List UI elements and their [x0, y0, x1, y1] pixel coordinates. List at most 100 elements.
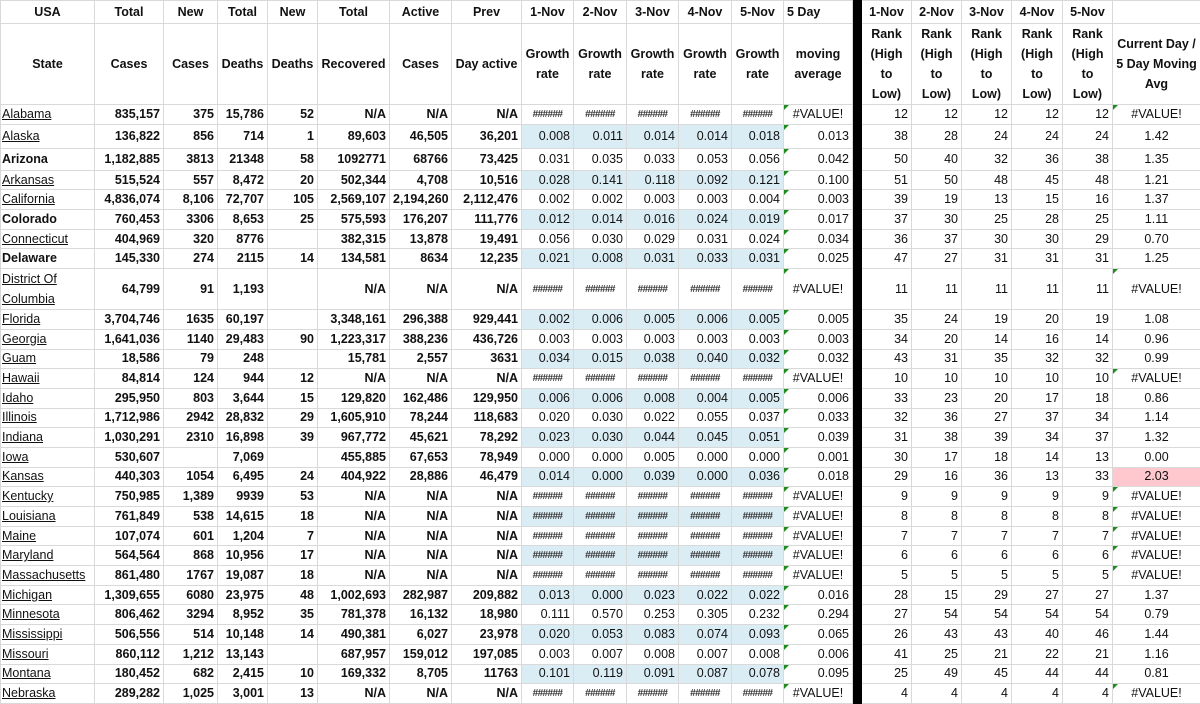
- new-deaths-cell[interactable]: 10: [268, 664, 318, 684]
- moving-average-cell[interactable]: 0.006: [784, 644, 853, 664]
- growth-rate-cell[interactable]: ######: [732, 546, 784, 566]
- moving-average-cell[interactable]: 0.016: [784, 585, 853, 605]
- column-header-cell[interactable]: State: [1, 24, 95, 105]
- growth-rate-cell[interactable]: 0.022: [732, 585, 784, 605]
- growth-rate-cell[interactable]: 0.023: [627, 585, 679, 605]
- rank-cell[interactable]: 54: [912, 605, 962, 625]
- column-header-cell[interactable]: 5-Nov: [732, 1, 784, 24]
- column-header-cell[interactable]: moving average: [784, 24, 853, 105]
- rank-cell[interactable]: 36: [1012, 148, 1063, 170]
- prev-day-active-cell[interactable]: N/A: [452, 566, 522, 586]
- current-vs-average-cell[interactable]: #VALUE!: [1113, 369, 1200, 389]
- growth-rate-cell[interactable]: 0.305: [679, 605, 732, 625]
- rank-cell[interactable]: 43: [912, 625, 962, 645]
- moving-average-cell[interactable]: 0.039: [784, 428, 853, 448]
- growth-rate-cell[interactable]: 0.051: [732, 428, 784, 448]
- column-header-cell[interactable]: 5 Day: [784, 1, 853, 24]
- growth-rate-cell[interactable]: ######: [679, 566, 732, 586]
- new-cases-cell[interactable]: 1,389: [164, 487, 218, 507]
- current-vs-average-cell[interactable]: 0.00: [1113, 447, 1200, 467]
- total-cases-cell[interactable]: 564,564: [95, 546, 164, 566]
- rank-cell[interactable]: 27: [912, 249, 962, 269]
- growth-rate-cell[interactable]: 0.016: [627, 210, 679, 230]
- new-deaths-cell[interactable]: 90: [268, 329, 318, 349]
- growth-rate-cell[interactable]: ######: [574, 546, 627, 566]
- rank-cell[interactable]: 49: [912, 664, 962, 684]
- growth-rate-cell[interactable]: 0.036: [732, 467, 784, 487]
- moving-average-cell[interactable]: 0.006: [784, 388, 853, 408]
- growth-rate-cell[interactable]: ######: [522, 546, 574, 566]
- rank-cell[interactable]: 31: [962, 249, 1012, 269]
- total-recovered-cell[interactable]: 3,348,161: [318, 310, 390, 330]
- growth-rate-cell[interactable]: 0.013: [522, 585, 574, 605]
- new-deaths-cell[interactable]: 52: [268, 105, 318, 125]
- growth-rate-cell[interactable]: 0.004: [732, 190, 784, 210]
- state-link[interactable]: Nebraska: [2, 686, 56, 700]
- growth-rate-cell[interactable]: ######: [627, 507, 679, 527]
- moving-average-cell[interactable]: 0.017: [784, 210, 853, 230]
- state-cell[interactable]: Kentucky: [1, 487, 95, 507]
- new-cases-cell[interactable]: 1635: [164, 310, 218, 330]
- total-cases-cell[interactable]: 145,330: [95, 249, 164, 269]
- column-header-cell[interactable]: 4-Nov: [679, 1, 732, 24]
- rank-cell[interactable]: 28: [1012, 210, 1063, 230]
- moving-average-cell[interactable]: 0.032: [784, 349, 853, 369]
- total-cases-cell[interactable]: 760,453: [95, 210, 164, 230]
- growth-rate-cell[interactable]: ######: [732, 526, 784, 546]
- rank-cell[interactable]: 12: [1012, 105, 1063, 125]
- total-cases-cell[interactable]: 3,704,746: [95, 310, 164, 330]
- growth-rate-cell[interactable]: ######: [522, 369, 574, 389]
- new-deaths-cell[interactable]: 18: [268, 566, 318, 586]
- rank-cell[interactable]: 36: [912, 408, 962, 428]
- rank-cell[interactable]: 40: [1012, 625, 1063, 645]
- moving-average-cell[interactable]: 0.034: [784, 229, 853, 249]
- current-vs-average-cell[interactable]: 0.81: [1113, 664, 1200, 684]
- rank-cell[interactable]: 6: [962, 546, 1012, 566]
- rank-cell[interactable]: 38: [912, 428, 962, 448]
- growth-rate-cell[interactable]: 0.056: [522, 229, 574, 249]
- active-cases-cell[interactable]: N/A: [390, 105, 452, 125]
- total-recovered-cell[interactable]: 15,781: [318, 349, 390, 369]
- growth-rate-cell[interactable]: 0.006: [522, 388, 574, 408]
- active-cases-cell[interactable]: N/A: [390, 269, 452, 310]
- total-deaths-cell[interactable]: 72,707: [218, 190, 268, 210]
- growth-rate-cell[interactable]: 0.024: [732, 229, 784, 249]
- rank-cell[interactable]: 6: [912, 546, 962, 566]
- total-recovered-cell[interactable]: N/A: [318, 105, 390, 125]
- rank-cell[interactable]: 10: [912, 369, 962, 389]
- rank-cell[interactable]: 10: [962, 369, 1012, 389]
- rank-cell[interactable]: 39: [862, 190, 912, 210]
- state-cell[interactable]: Michigan: [1, 585, 95, 605]
- growth-rate-cell[interactable]: 0.000: [679, 467, 732, 487]
- growth-rate-cell[interactable]: 0.121: [732, 170, 784, 190]
- current-vs-average-cell[interactable]: 1.16: [1113, 644, 1200, 664]
- rank-cell[interactable]: 11: [1012, 269, 1063, 310]
- rank-cell[interactable]: 8: [862, 507, 912, 527]
- rank-cell[interactable]: 43: [862, 349, 912, 369]
- rank-cell[interactable]: 45: [1012, 170, 1063, 190]
- total-deaths-cell[interactable]: 10,148: [218, 625, 268, 645]
- state-link[interactable]: Illinois: [2, 410, 37, 424]
- growth-rate-cell[interactable]: ######: [627, 269, 679, 310]
- growth-rate-cell[interactable]: ######: [574, 566, 627, 586]
- prev-day-active-cell[interactable]: N/A: [452, 269, 522, 310]
- new-deaths-cell[interactable]: [268, 644, 318, 664]
- growth-rate-cell[interactable]: ######: [679, 269, 732, 310]
- active-cases-cell[interactable]: N/A: [390, 507, 452, 527]
- current-vs-average-cell[interactable]: 1.25: [1113, 249, 1200, 269]
- new-cases-cell[interactable]: 803: [164, 388, 218, 408]
- rank-cell[interactable]: 14: [1063, 329, 1113, 349]
- total-cases-cell[interactable]: 835,157: [95, 105, 164, 125]
- total-deaths-cell[interactable]: 8776: [218, 229, 268, 249]
- growth-rate-cell[interactable]: ######: [679, 526, 732, 546]
- rank-cell[interactable]: 13: [962, 190, 1012, 210]
- growth-rate-cell[interactable]: ######: [522, 507, 574, 527]
- growth-rate-cell[interactable]: 0.053: [574, 625, 627, 645]
- rank-cell[interactable]: 4: [912, 684, 962, 704]
- rank-cell[interactable]: 10: [862, 369, 912, 389]
- new-cases-cell[interactable]: 375: [164, 105, 218, 125]
- moving-average-cell[interactable]: 0.003: [784, 190, 853, 210]
- active-cases-cell[interactable]: 2,194,260: [390, 190, 452, 210]
- state-link[interactable]: Kansas: [2, 469, 44, 483]
- moving-average-cell[interactable]: #VALUE!: [784, 487, 853, 507]
